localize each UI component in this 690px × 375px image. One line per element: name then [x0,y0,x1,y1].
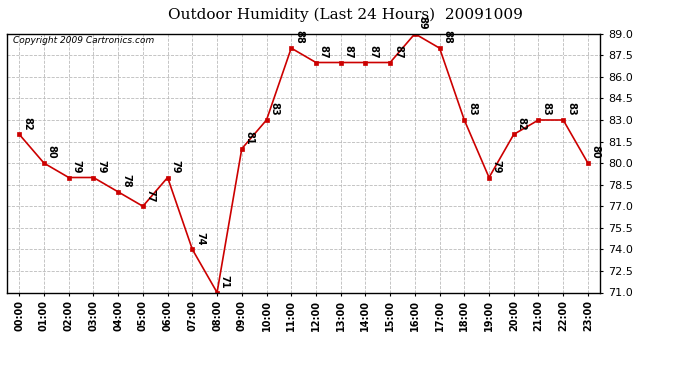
Text: 87: 87 [393,45,403,58]
Text: 83: 83 [269,102,279,116]
Text: 79: 79 [492,160,502,173]
Text: 74: 74 [195,232,205,245]
Text: 83: 83 [541,102,551,116]
Text: Outdoor Humidity (Last 24 Hours)  20091009: Outdoor Humidity (Last 24 Hours) 2009100… [168,8,522,22]
Text: 87: 87 [344,45,353,58]
Text: 80: 80 [47,146,57,159]
Text: 88: 88 [294,30,304,44]
Text: 83: 83 [566,102,576,116]
Text: 80: 80 [591,146,601,159]
Text: 87: 87 [319,45,328,58]
Text: 87: 87 [368,45,378,58]
Text: 88: 88 [442,30,453,44]
Text: 81: 81 [244,131,255,145]
Text: 71: 71 [220,275,230,288]
Text: 79: 79 [72,160,81,173]
Text: 78: 78 [121,174,131,188]
Text: 82: 82 [517,117,526,130]
Text: 77: 77 [146,189,156,202]
Text: 82: 82 [22,117,32,130]
Text: 79: 79 [96,160,106,173]
Text: 89: 89 [417,16,428,30]
Text: 79: 79 [170,160,180,173]
Text: Copyright 2009 Cartronics.com: Copyright 2009 Cartronics.com [13,36,154,45]
Text: 83: 83 [467,102,477,116]
